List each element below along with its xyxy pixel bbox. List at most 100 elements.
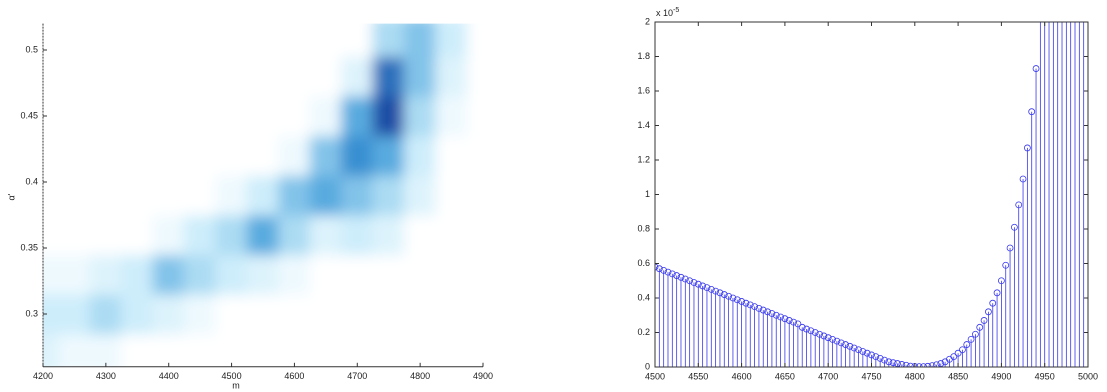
contour-cell xyxy=(372,23,405,58)
stem-marker xyxy=(889,359,897,367)
contour-cell xyxy=(43,174,60,216)
contour-cell xyxy=(152,56,185,97)
multiplier-text: x 10 xyxy=(656,8,673,18)
stem-marker xyxy=(933,361,940,367)
stem-marker xyxy=(972,330,979,338)
contour-cell xyxy=(435,56,468,97)
stem-marker xyxy=(777,313,784,321)
contour-cell xyxy=(121,333,154,367)
contour-cell xyxy=(152,254,185,295)
contour-cell xyxy=(246,95,280,137)
contour-cell xyxy=(309,293,343,335)
contour-cell xyxy=(43,293,60,335)
contour-cell xyxy=(309,214,343,256)
contour-cell xyxy=(183,95,217,137)
contour-cell xyxy=(246,56,280,97)
stem-marker xyxy=(928,362,936,367)
y-tick-label: 0 xyxy=(645,361,650,371)
contour-cell xyxy=(435,214,468,256)
contour-cell xyxy=(403,56,437,97)
contour-cell xyxy=(372,56,405,97)
x-tick-label: 4800 xyxy=(410,371,430,381)
contour-plot xyxy=(43,23,483,367)
stem-marker xyxy=(668,270,676,278)
stem-marker xyxy=(820,332,828,340)
contour-cell xyxy=(246,333,280,367)
contour-cell xyxy=(215,293,248,335)
stem-marker xyxy=(963,341,971,348)
stem-marker xyxy=(876,354,884,362)
contour-cell xyxy=(372,214,405,256)
x-tick-label: 4850 xyxy=(948,371,968,381)
contour-cell xyxy=(466,95,483,137)
stem-marker xyxy=(768,310,776,317)
stem-marker xyxy=(976,323,984,331)
stem-marker xyxy=(898,361,906,367)
stem-marker xyxy=(712,287,720,295)
contour-cell xyxy=(89,23,123,58)
y-tick-label: 0.4 xyxy=(25,176,38,186)
stem-marker xyxy=(859,348,867,355)
stem-marker xyxy=(985,308,992,316)
contour-cell xyxy=(43,333,60,367)
contour-cell xyxy=(278,214,311,256)
contour-cell xyxy=(43,95,60,137)
contour-cell xyxy=(309,254,343,295)
x-tick-label: 4900 xyxy=(991,371,1011,381)
x-tick-label: 4750 xyxy=(861,371,881,381)
stem-marker xyxy=(998,277,1005,285)
stem-marker xyxy=(1015,201,1023,209)
contour-cell xyxy=(341,333,374,367)
y-tick-label: 1 xyxy=(645,189,650,199)
contour-cell xyxy=(403,174,437,216)
x-tick-label: 4200 xyxy=(33,371,53,381)
contour-cell xyxy=(183,254,217,295)
stem-marker xyxy=(746,301,754,309)
y-tick-label: 0.2 xyxy=(637,327,650,337)
stem-marker xyxy=(1002,261,1010,269)
contour-cell xyxy=(246,174,280,216)
contour-cell xyxy=(215,214,248,256)
x-tick-label: 4500 xyxy=(222,371,242,381)
stem-marker xyxy=(833,337,841,345)
stem-marker xyxy=(703,284,711,292)
contour-cell xyxy=(341,174,374,216)
stem-marker xyxy=(790,318,797,326)
stem-marker xyxy=(902,361,910,367)
stem-marker xyxy=(954,349,962,357)
contour-cell xyxy=(403,254,437,295)
contour-cell xyxy=(58,293,91,335)
contour-cell xyxy=(403,95,437,137)
stem-marker xyxy=(855,346,862,354)
y-tick-label: 0.5 xyxy=(25,44,38,54)
contour-cell xyxy=(435,135,468,176)
x-tick-label: 4400 xyxy=(159,371,179,381)
contour-cell xyxy=(466,174,483,216)
stem-marker xyxy=(811,329,819,336)
contour-cell xyxy=(309,56,343,97)
contour-cell xyxy=(466,254,483,295)
x-tick-label: 4650 xyxy=(775,371,795,381)
contour-cell xyxy=(121,23,154,58)
contour-cell xyxy=(43,214,60,256)
contour-cell xyxy=(403,333,437,367)
stem-marker xyxy=(950,353,958,361)
x-axis-label: m xyxy=(232,380,240,390)
contour-cell xyxy=(341,23,374,58)
contour-cell xyxy=(43,254,60,295)
contour-cell xyxy=(58,254,91,295)
stem-marker xyxy=(807,327,815,335)
y-tick-label: 0.6 xyxy=(637,258,650,268)
contour-cell xyxy=(341,135,374,176)
contour-cell xyxy=(89,254,123,295)
contour-cell xyxy=(215,23,248,58)
contour-cell xyxy=(466,293,483,335)
contour-cell xyxy=(341,56,374,97)
contour-cell xyxy=(372,293,405,335)
stem-marker xyxy=(673,272,681,279)
stem-marker xyxy=(694,280,702,288)
x-tick-label: 4900 xyxy=(473,371,493,381)
contour-cell xyxy=(246,293,280,335)
stem-marker xyxy=(1010,223,1018,231)
